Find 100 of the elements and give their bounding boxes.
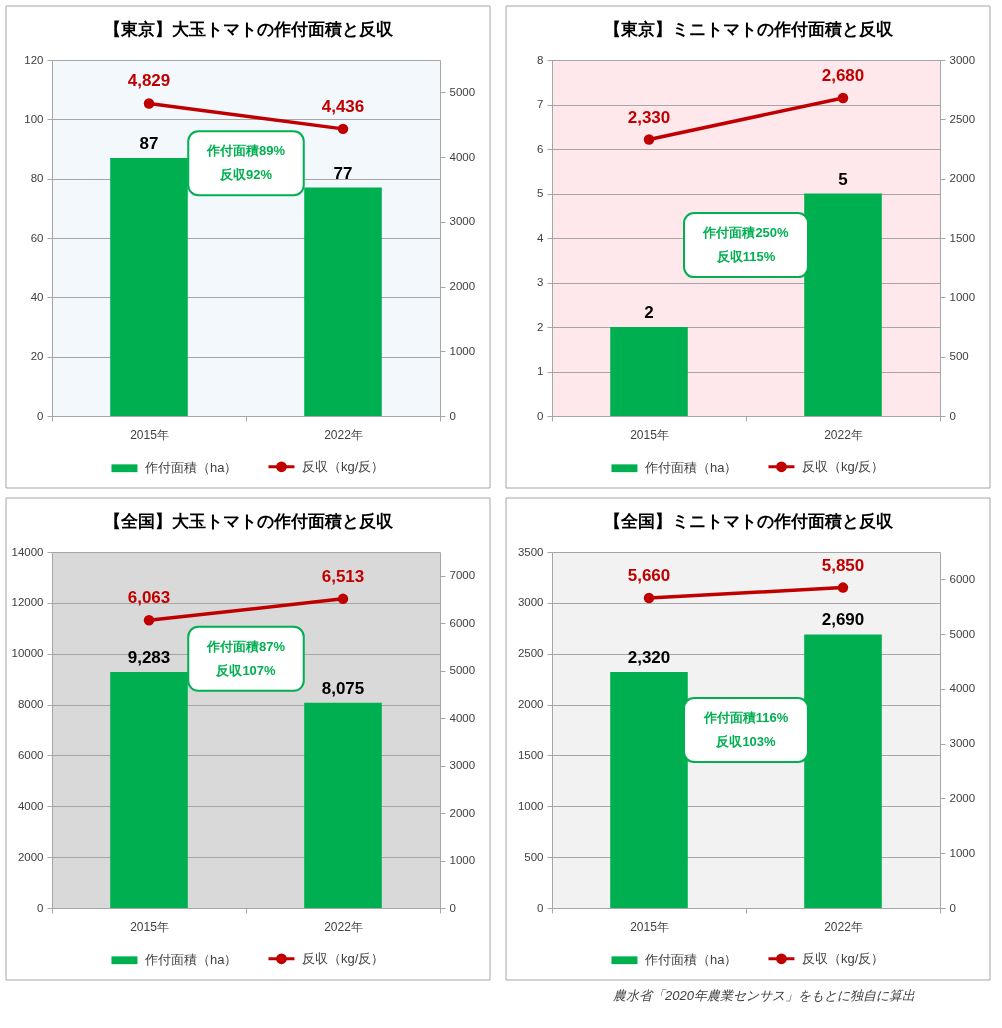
x-tick-label: 2022年 — [324, 427, 363, 442]
y2-tick-label: 1000 — [449, 344, 476, 357]
y2-tick-label: 4000 — [449, 711, 476, 724]
annotation: 作付面積87% — [205, 638, 286, 654]
y2-tick-label: 2000 — [449, 806, 476, 819]
y2-tick-label: 1000 — [949, 846, 976, 859]
y-tick-label: 2000 — [517, 698, 544, 711]
y-tick-label: 0 — [37, 901, 44, 914]
data-label: 2 — [644, 303, 654, 322]
annotation: 反収115% — [715, 249, 776, 265]
y-tick-label: 0 — [537, 901, 544, 914]
chart-title: 【全国】大玉トマトの作付面積と反収 — [103, 512, 394, 531]
y2-tick-label: 0 — [949, 409, 956, 422]
data-label: 4,829 — [127, 71, 171, 91]
annotation: 作付面積89% — [205, 143, 286, 159]
y2-tick-label: 1000 — [949, 290, 976, 303]
y2-tick-label: 0 — [449, 409, 456, 422]
legend-label: 反収（kg/反） — [801, 458, 885, 474]
data-label: 8,075 — [321, 678, 365, 698]
data-label: 5,660 — [627, 566, 671, 586]
y-tick-label: 1000 — [517, 799, 544, 812]
data-label: 2,330 — [627, 107, 671, 127]
y-tick-label: 40 — [30, 290, 44, 303]
y2-tick-label: 5000 — [449, 85, 476, 98]
legend-label: 反収（kg/反） — [301, 950, 385, 966]
y-tick-label: 1500 — [517, 748, 544, 761]
y2-tick-label: 0 — [949, 901, 956, 914]
text: 農水省「2020年農業センサス」をもとに独自に算出 — [613, 988, 915, 1003]
legend-label: 作付面積（ha） — [143, 952, 238, 968]
data-label: 87 — [139, 133, 159, 153]
y2-tick-label: 4000 — [949, 682, 976, 695]
y-tick-label: 2 — [537, 320, 544, 333]
y-tick-label: 6 — [537, 142, 544, 155]
x-tick-label: 2022年 — [824, 427, 863, 442]
y-tick-label: 12000 — [11, 596, 44, 609]
x-tick-label: 2015年 — [130, 919, 169, 934]
y-tick-label: 500 — [524, 850, 544, 863]
y-tick-label: 8000 — [17, 698, 44, 711]
data-label: 6,063 — [127, 588, 171, 608]
y-tick-label: 3 — [537, 276, 544, 288]
y-tick-label: 10000 — [11, 647, 44, 660]
y-tick-label: 4000 — [17, 799, 44, 812]
y-tick-label: 0 — [537, 409, 544, 422]
annotation: 反収107% — [215, 662, 277, 678]
y-tick-label: 14000 — [11, 545, 44, 558]
y2-tick-label: 2000 — [449, 280, 476, 293]
x-tick-label: 2015年 — [130, 427, 169, 442]
y-tick-label: 60 — [30, 231, 44, 244]
y2-tick-label: 6000 — [949, 572, 976, 585]
x-tick-label: 2015年 — [630, 919, 669, 934]
y-tick-label: 120 — [24, 53, 44, 66]
y2-tick-label: 2000 — [949, 172, 976, 185]
data-label: 5,850 — [821, 555, 865, 575]
y-tick-label: 100 — [24, 112, 44, 125]
annotation: 作付面積250% — [702, 225, 790, 241]
data-label: 4,436 — [321, 96, 365, 116]
y-tick-label: 1 — [537, 365, 544, 377]
data-label: 5 — [838, 169, 848, 189]
y2-tick-label: 3000 — [949, 53, 976, 66]
y-tick-label: 2000 — [17, 850, 44, 863]
x-tick-label: 2022年 — [824, 919, 863, 934]
y2-tick-label: 3000 — [449, 215, 476, 228]
legend-label: 反収（kg/反） — [301, 458, 385, 474]
chart-title: 【東京】ミニトマトの作付面積と反収 — [603, 20, 894, 39]
y-tick-label: 20 — [30, 350, 44, 363]
y-tick-label: 3000 — [517, 596, 544, 609]
chart-title: 【全国】ミニトマトの作付面積と反収 — [603, 512, 894, 531]
y-tick-label: 6000 — [17, 748, 44, 761]
y-tick-label: 3500 — [517, 545, 544, 558]
y2-tick-label: 3000 — [949, 737, 976, 750]
chart-title: 【東京】大玉トマトの作付面積と反収 — [103, 20, 394, 39]
y2-tick-label: 5000 — [949, 627, 976, 640]
y-tick-label: 0 — [37, 409, 44, 422]
y2-tick-label: 1000 — [449, 854, 476, 867]
y-tick-label: 4 — [537, 231, 545, 244]
y-tick-label: 80 — [30, 172, 44, 185]
y2-tick-label: 4000 — [449, 150, 476, 163]
data-label: 2,320 — [627, 648, 671, 668]
y2-tick-label: 2500 — [949, 112, 976, 125]
data-label: 2,680 — [821, 65, 865, 85]
legend-label: 作付面積（ha） — [143, 460, 238, 476]
y2-tick-label: 0 — [449, 901, 456, 914]
y-tick-label: 8 — [537, 53, 544, 66]
y-tick-label: 2500 — [517, 647, 544, 660]
y2-tick-label: 1500 — [949, 231, 976, 244]
y2-tick-label: 3000 — [449, 759, 476, 772]
annotation: 反収103% — [715, 734, 777, 749]
y2-tick-label: 6000 — [449, 616, 476, 629]
legend-label: 作付面積（ha） — [643, 952, 738, 968]
y-tick-label: 5 — [537, 187, 544, 199]
data-label: 6,513 — [321, 566, 365, 586]
y-tick-label: 7 — [537, 98, 544, 110]
annotation: 反収92% — [218, 167, 273, 183]
y2-tick-label: 2000 — [949, 791, 976, 804]
data-label: 9,283 — [127, 647, 171, 667]
y2-tick-label: 500 — [949, 350, 969, 363]
y2-tick-label: 5000 — [449, 664, 476, 677]
legend-label: 反収（kg/反） — [801, 950, 885, 966]
legend-label: 作付面積（ha） — [643, 460, 738, 476]
data-label: 77 — [333, 163, 353, 183]
